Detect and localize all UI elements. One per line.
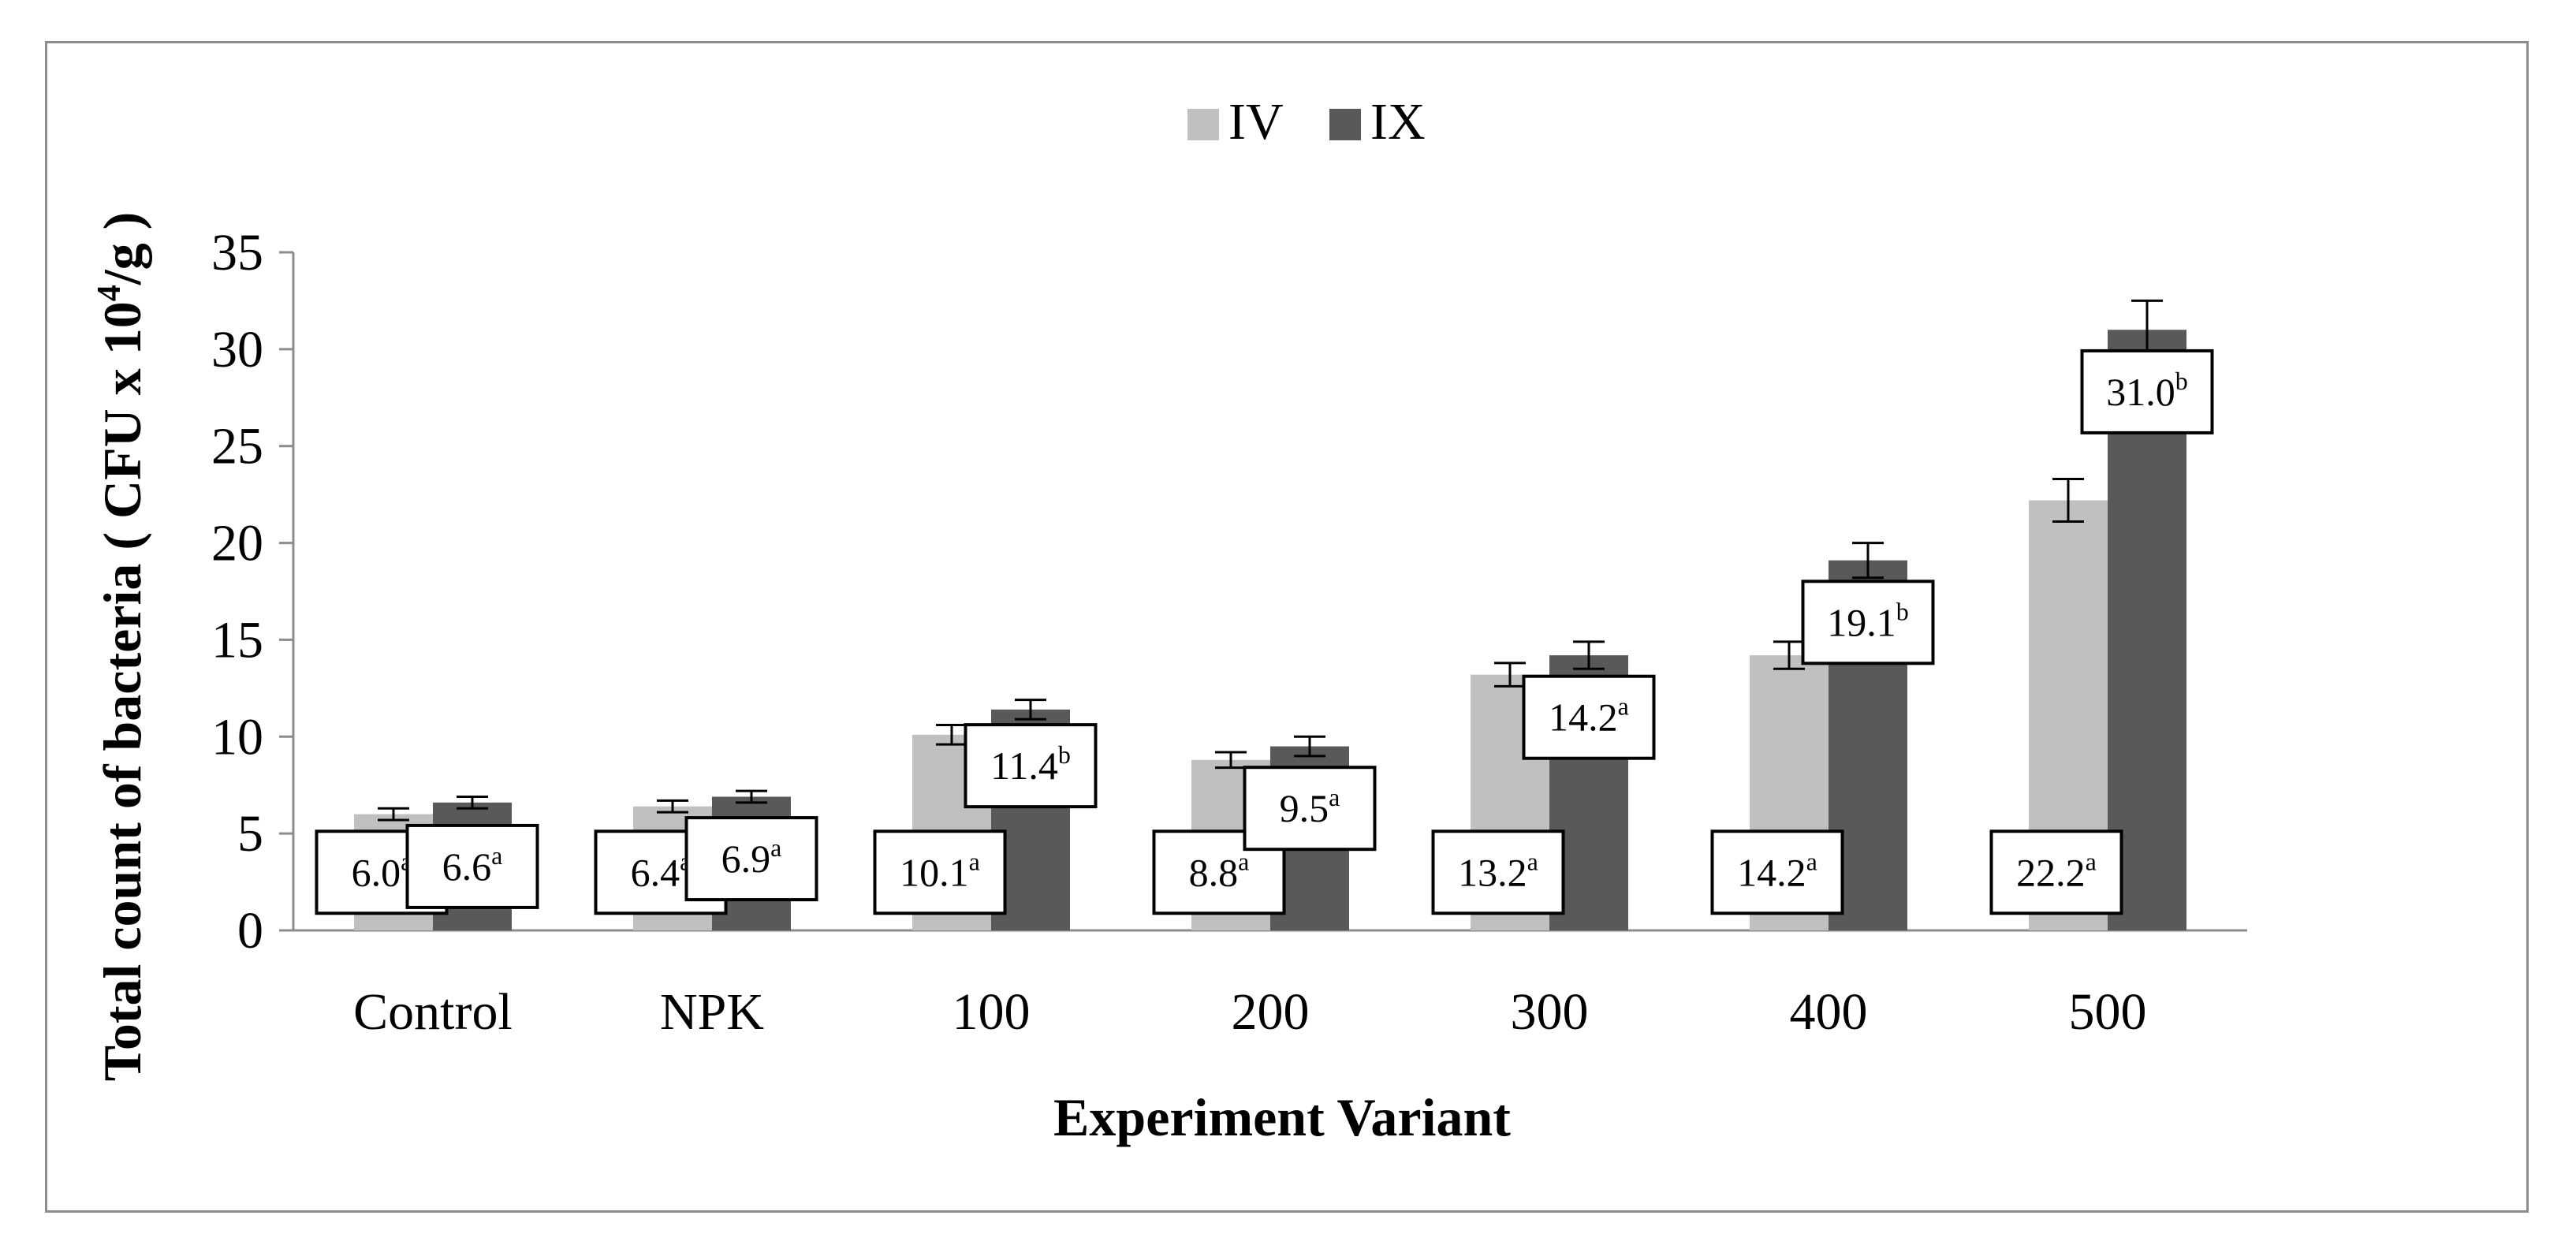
y-axis-title-main: Total count of bacteria ( CFU x 10: [92, 301, 152, 1081]
data-label-value: 19.1: [1827, 600, 1896, 644]
y-tick-label: 5: [237, 805, 263, 863]
data-label-letter: b: [2175, 367, 2188, 395]
data-label-iv: 6.4a: [631, 847, 692, 894]
x-axis-title: Experiment Variant: [1053, 1087, 1511, 1147]
data-label-letter: a: [2086, 847, 2097, 875]
data-label-box: [684, 816, 818, 902]
data-label-value: 6.6: [442, 844, 492, 889]
data-label-letter: a: [1527, 847, 1538, 875]
data-label-ix: 6.9a: [721, 833, 782, 881]
x-category-label: 100: [952, 983, 1031, 1041]
legend-swatch-iv: [1187, 109, 1219, 140]
data-label-ix: 19.1b: [1827, 597, 1909, 644]
data-label-value: 6.4: [631, 850, 680, 894]
data-label-letter: b: [1058, 740, 1071, 769]
x-category-label: 300: [1511, 983, 1589, 1041]
data-label-letter: a: [1238, 847, 1249, 875]
data-label-letter: a: [969, 847, 980, 875]
data-label-box: [873, 829, 1007, 915]
data-label-value: 6.9: [721, 837, 771, 881]
x-category-label: 500: [2069, 983, 2147, 1041]
data-label-box: [1801, 580, 1935, 665]
data-label-iv: 8.8a: [1189, 847, 1250, 894]
y-tick-label: 10: [211, 708, 263, 766]
data-label-value: 22.2: [2016, 850, 2086, 894]
data-label-iv: 10.1a: [900, 847, 980, 894]
data-label-letter: b: [1896, 597, 1909, 625]
data-label-value: 8.8: [1189, 850, 1239, 894]
data-label-iv: 22.2a: [2016, 847, 2097, 894]
data-label-box: [1522, 674, 1656, 760]
data-label-box: [1431, 829, 1565, 915]
data-label-box: [2080, 349, 2214, 434]
y-tick-label: 15: [211, 611, 263, 669]
y-tick-label: 35: [211, 224, 263, 281]
data-label-letter: a: [491, 841, 502, 870]
data-label-value: 6.0: [352, 850, 401, 894]
data-label-value: 14.2: [1737, 850, 1806, 894]
data-label-value: 10.1: [900, 850, 969, 894]
y-axis-title-exponent: 4: [91, 285, 128, 301]
data-label-box: [964, 723, 1098, 809]
data-label-box: [1989, 829, 2123, 915]
data-label-ix: 9.5a: [1280, 783, 1340, 830]
data-label-letter: a: [1329, 783, 1340, 811]
data-label-letter: a: [1806, 847, 1817, 875]
data-label-letter: a: [1618, 692, 1629, 721]
data-label-box: [1710, 829, 1844, 915]
data-label-value: 9.5: [1280, 786, 1329, 830]
data-label-box: [1243, 766, 1377, 852]
x-category-label: 400: [1790, 983, 1868, 1041]
data-label-ix: 31.0b: [2106, 367, 2188, 414]
y-axis-title: Total count of bacteria ( CFU x 104/g ): [91, 212, 152, 1082]
y-tick-label: 20: [211, 515, 263, 572]
legend-label-iv: IV: [1228, 93, 1284, 151]
data-label-value: 13.2: [1458, 850, 1527, 894]
y-axis-title-unit: /g ): [92, 212, 152, 286]
legend-label-ix: IX: [1370, 93, 1426, 151]
data-label-ix: 11.4b: [990, 740, 1071, 788]
x-category-label: 200: [1232, 983, 1310, 1041]
y-tick-label: 25: [211, 418, 263, 475]
data-label-value: 14.2: [1549, 695, 1618, 740]
data-label-iv: 13.2a: [1458, 847, 1538, 894]
data-label-value: 11.4: [990, 744, 1058, 788]
data-label-value: 31.0: [2106, 370, 2175, 414]
y-tick-label: 30: [211, 321, 263, 378]
data-label-iv: 14.2a: [1737, 847, 1817, 894]
data-label-letter: a: [770, 833, 781, 862]
y-tick-label: 0: [237, 902, 263, 960]
data-label-ix: 14.2a: [1549, 692, 1629, 740]
data-label-ix: 6.6a: [442, 841, 503, 889]
legend-swatch-ix: [1329, 109, 1361, 140]
data-label-box: [405, 823, 539, 909]
x-category-label: NPK: [660, 983, 764, 1041]
x-category-label: Control: [353, 983, 513, 1041]
